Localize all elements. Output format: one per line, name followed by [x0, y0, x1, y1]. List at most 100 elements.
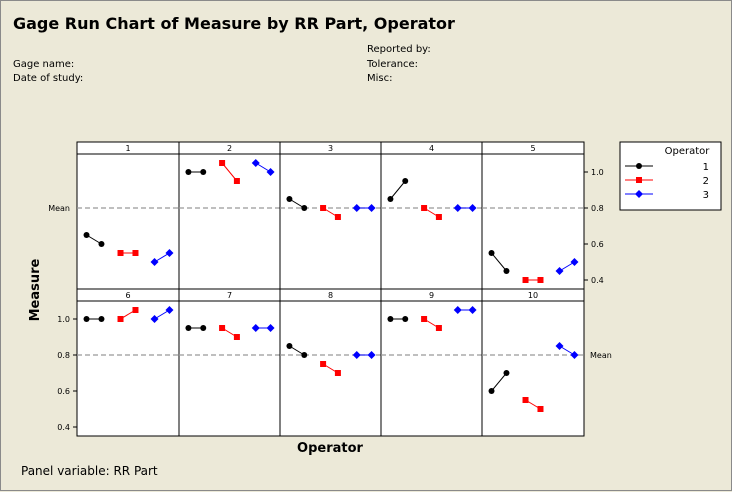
data-point-operator-3 — [165, 249, 174, 257]
panel-plot-area — [380, 300, 483, 437]
panel-plot-area — [279, 153, 382, 290]
data-point-operator-1 — [301, 352, 308, 358]
panel-7: 7 — [178, 288, 281, 437]
data-point-operator-2 — [334, 370, 341, 376]
panel-label: 5 — [530, 144, 535, 153]
data-point-operator-2 — [132, 250, 139, 256]
series-line-operator-1 — [491, 252, 507, 272]
panel-plot-area — [76, 300, 180, 437]
legend: Operator 1 2 3 — [619, 141, 722, 211]
data-point-operator-1 — [503, 370, 510, 376]
data-point-operator-3 — [367, 351, 376, 359]
data-point-operator-1 — [286, 343, 293, 349]
panel-variable-note: Panel variable: RR Part — [21, 464, 158, 478]
data-point-operator-1 — [98, 316, 105, 322]
data-point-operator-2 — [421, 316, 428, 322]
data-point-operator-3 — [468, 306, 477, 314]
panel-3: 3 — [279, 141, 382, 290]
panel-strip — [481, 288, 585, 302]
panel-plot-area — [481, 300, 585, 437]
y-tick-label: 0.8 — [57, 351, 70, 360]
tolerance-label: Tolerance: — [366, 59, 418, 70]
data-point-operator-2 — [219, 160, 226, 166]
y-tick-label: 0.4 — [57, 423, 70, 432]
data-point-operator-1 — [488, 388, 495, 394]
legend-box — [619, 141, 722, 211]
panel-plot-area — [178, 153, 281, 290]
misc-label: Misc: — [367, 73, 392, 84]
legend-label: 3 — [703, 190, 709, 201]
data-point-operator-3 — [150, 315, 159, 323]
y-tick-label: 1.0 — [591, 168, 604, 177]
data-point-operator-3 — [367, 204, 376, 212]
data-point-operator-1 — [387, 316, 394, 322]
legend-entry-operator-2: 2 — [625, 176, 709, 187]
panel-plot-area — [178, 300, 281, 437]
y-axis-top-row: 0.4 0.6 0.8 1.0 Mean — [48, 168, 604, 285]
y-tick-label: 0.6 — [57, 387, 70, 396]
panel-plot-area — [76, 153, 180, 290]
panel-10: 10 — [481, 288, 585, 437]
legend-entry-operator-3: 3 — [625, 190, 709, 201]
legend-title: Operator — [665, 146, 711, 157]
data-point-operator-1 — [286, 196, 293, 202]
panel-strip — [481, 141, 585, 155]
data-point-operator-2 — [537, 277, 544, 283]
data-point-operator-3 — [352, 351, 361, 359]
y-axis-bottom-row: 0.4 0.6 0.8 1.0 Mean — [57, 315, 612, 432]
reported-by-label: Reported by: — [367, 44, 431, 55]
panel-label: 4 — [429, 144, 434, 153]
gage-name-label: Gage name: — [13, 59, 74, 70]
y-tick-label: 1.0 — [57, 315, 70, 324]
data-point-operator-1 — [83, 316, 90, 322]
data-point-operator-1 — [402, 316, 409, 322]
data-point-operator-1 — [185, 325, 192, 331]
series-line-operator-1 — [390, 180, 406, 200]
y-tick-label: 0.8 — [591, 204, 604, 213]
mean-label: Mean — [48, 204, 70, 213]
legend-marker — [636, 163, 642, 169]
mean-label: Mean — [590, 351, 612, 360]
data-point-operator-1 — [503, 268, 510, 274]
panel-6: 6 — [76, 288, 180, 437]
data-point-operator-1 — [200, 325, 207, 331]
panel-5: 5 — [481, 141, 585, 290]
legend-label: 1 — [703, 162, 709, 173]
panel-1: 1 — [76, 141, 180, 290]
panel-label: 1 — [125, 144, 130, 153]
panel-label: 10 — [528, 291, 538, 300]
data-point-operator-2 — [435, 214, 442, 220]
data-point-operator-2 — [320, 361, 327, 367]
data-point-operator-1 — [488, 250, 495, 256]
data-point-operator-2 — [334, 214, 341, 220]
panel-label: 9 — [429, 291, 434, 300]
data-point-operator-2 — [117, 316, 124, 322]
legend-label: 2 — [703, 176, 709, 187]
data-point-operator-2 — [233, 178, 240, 184]
x-axis-title: Operator — [297, 441, 364, 456]
data-point-operator-2 — [522, 277, 529, 283]
panel-8: 8 — [279, 288, 382, 437]
data-point-operator-3 — [468, 204, 477, 212]
chart-title: Gage Run Chart of Measure by RR Part, Op… — [13, 14, 455, 33]
data-point-operator-3 — [266, 168, 275, 176]
data-point-operator-3 — [570, 351, 579, 359]
data-point-operator-1 — [83, 232, 90, 238]
data-point-operator-3 — [352, 204, 361, 212]
data-point-operator-2 — [117, 250, 124, 256]
data-point-operator-3 — [453, 306, 462, 314]
data-point-operator-3 — [453, 204, 462, 212]
date-of-study-label: Date of study: — [13, 73, 83, 84]
data-point-operator-2 — [219, 325, 226, 331]
data-point-operator-2 — [233, 334, 240, 340]
data-point-operator-2 — [537, 406, 544, 412]
panels-area: 1 2 3 4 5 6 7 8 9 10 0.4 0.6 0.8 1.0 Mean 0.4 0.6 0.8 1.0 M… — [48, 141, 612, 437]
panel-plot-area — [481, 153, 585, 290]
panel-label: 8 — [328, 291, 333, 300]
data-point-operator-1 — [387, 196, 394, 202]
panel-label: 3 — [328, 144, 333, 153]
y-tick-label: 0.6 — [591, 240, 604, 249]
data-point-operator-1 — [301, 205, 308, 211]
data-point-operator-3 — [570, 258, 579, 266]
